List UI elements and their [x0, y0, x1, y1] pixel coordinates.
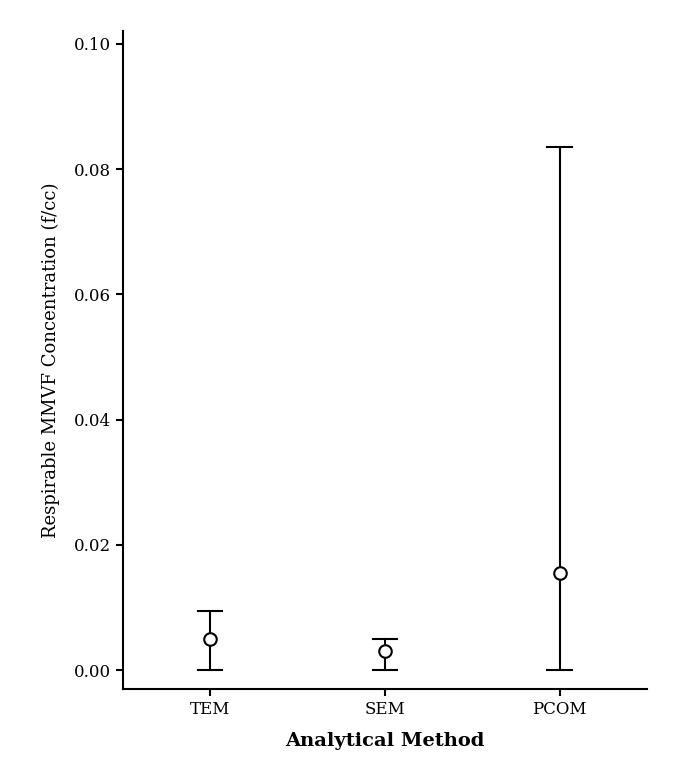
X-axis label: Analytical Method: Analytical Method — [285, 732, 484, 750]
Y-axis label: Respirable MMVF Concentration (f/cc): Respirable MMVF Concentration (f/cc) — [42, 182, 60, 538]
